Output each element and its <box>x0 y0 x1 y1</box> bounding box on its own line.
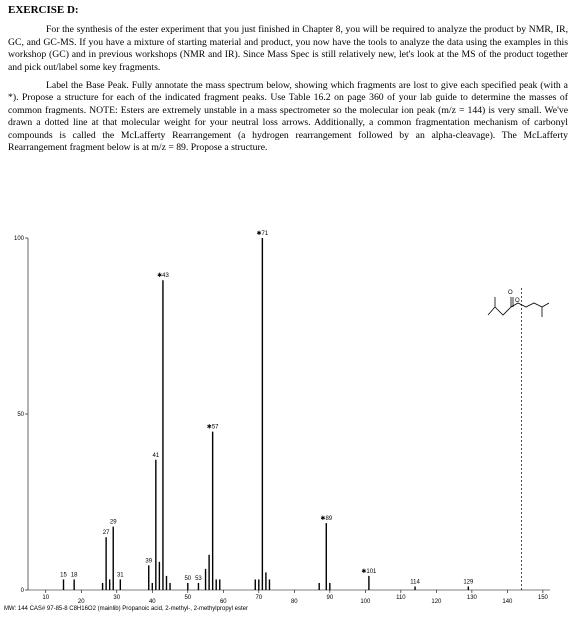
x-tick-label: 150 <box>538 595 549 601</box>
peak-label: 27 <box>103 530 110 536</box>
document: EXERCISE D: For the synthesis of the est… <box>8 0 568 160</box>
x-tick-label: 100 <box>360 599 371 605</box>
x-tick-label: 20 <box>78 599 85 605</box>
peak-label: 41 <box>152 453 159 459</box>
peak-label: 39 <box>145 558 152 564</box>
paragraph: Label the Base Peak. Fully annotate the … <box>8 80 568 154</box>
x-tick-label: 70 <box>255 595 262 601</box>
x-tick-label: 40 <box>149 599 156 605</box>
x-tick-label: 140 <box>502 599 513 605</box>
x-tick-label: 130 <box>467 595 478 601</box>
peak-label: 50 <box>184 576 191 582</box>
spectrum-chart: O O 0 50 100 10 20 30 40 50 60 70 80 90 100 110 120 130… <box>4 230 550 612</box>
peak-label: ✱101 <box>361 568 377 575</box>
peak-label: ✱71 <box>257 230 269 237</box>
title: EXERCISE D: <box>8 4 79 16</box>
footnote: MW: 144 CAS# 97-85-8 C8H16O2 (mainlib) P… <box>4 606 248 612</box>
x-tick-label: 60 <box>220 599 227 605</box>
x-tick-label: 30 <box>113 595 120 601</box>
y-tick-label: 0 <box>21 588 25 594</box>
x-tick-label: 80 <box>291 599 298 605</box>
molecule: O O <box>487 290 550 317</box>
peak-label: ✱57 <box>207 424 219 431</box>
peak-label: 31 <box>117 572 124 578</box>
x-tick-label: 110 <box>396 595 406 601</box>
paragraph: For the synthesis of the ester experimen… <box>8 24 568 73</box>
y-tick-label: 50 <box>17 412 24 418</box>
y-tick-label: 100 <box>14 236 25 242</box>
x-tick-label: 90 <box>326 595 333 601</box>
peak-label: ✱89 <box>320 515 332 522</box>
peak-label: 29 <box>110 520 117 526</box>
peak-label: 18 <box>71 572 78 578</box>
x-tick-label: 10 <box>42 595 49 601</box>
peak-label: 53 <box>195 576 202 582</box>
peak-label: 129 <box>463 579 474 585</box>
peak-label: 114 <box>410 579 420 585</box>
x-tick-label: 120 <box>431 599 442 605</box>
svg-text:O: O <box>515 298 520 304</box>
svg-text:O: O <box>508 290 513 296</box>
peak-label: 15 <box>60 572 67 578</box>
peak-label: ✱43 <box>157 272 169 279</box>
x-tick-label: 50 <box>184 595 191 601</box>
